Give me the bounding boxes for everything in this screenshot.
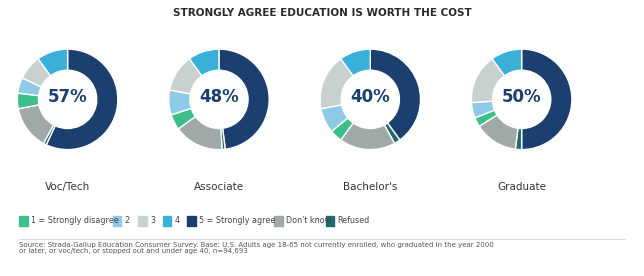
Wedge shape [18,105,53,143]
Text: 50%: 50% [502,88,542,106]
Text: Graduate: Graduate [497,182,546,192]
Text: 2: 2 [124,216,129,225]
Text: 48%: 48% [199,88,239,106]
Text: Refused: Refused [337,216,370,225]
Wedge shape [43,125,55,145]
Text: 3: 3 [150,216,155,225]
Wedge shape [492,49,522,76]
Text: 40%: 40% [350,88,390,106]
Wedge shape [471,59,504,102]
Wedge shape [171,108,195,129]
Wedge shape [522,49,572,150]
Wedge shape [169,59,202,94]
Wedge shape [219,49,269,149]
Wedge shape [18,78,41,96]
Wedge shape [321,105,348,131]
Text: Associate: Associate [194,182,244,192]
Wedge shape [341,49,370,76]
Wedge shape [221,128,225,150]
Wedge shape [370,49,421,140]
Wedge shape [17,93,39,109]
Text: Bachelor's: Bachelor's [343,182,397,192]
Wedge shape [320,59,353,109]
Wedge shape [332,118,353,140]
Wedge shape [189,49,219,76]
Wedge shape [169,90,191,115]
Wedge shape [475,110,497,126]
Wedge shape [341,123,395,150]
Text: Source: Strada-Gallup Education Consumer Survey. Base: U.S. Adults age 18-65 not: Source: Strada-Gallup Education Consumer… [19,242,494,254]
Wedge shape [178,116,222,150]
Text: 57%: 57% [48,88,88,106]
Text: 4: 4 [175,216,180,225]
Wedge shape [384,123,400,143]
Wedge shape [46,49,118,150]
Wedge shape [471,101,495,118]
Text: Voc/Tech: Voc/Tech [45,182,90,192]
Text: STRONGLY AGREE EDUCATION IS WORTH THE COST: STRONGLY AGREE EDUCATION IS WORTH THE CO… [173,8,471,18]
Wedge shape [22,59,50,87]
Wedge shape [479,115,518,149]
Wedge shape [515,128,522,150]
Text: Don't know: Don't know [286,216,331,225]
Wedge shape [38,49,68,76]
Text: 5 = Strongly agree: 5 = Strongly agree [199,216,276,225]
Text: 1 = Strongly disagree: 1 = Strongly disagree [31,216,118,225]
